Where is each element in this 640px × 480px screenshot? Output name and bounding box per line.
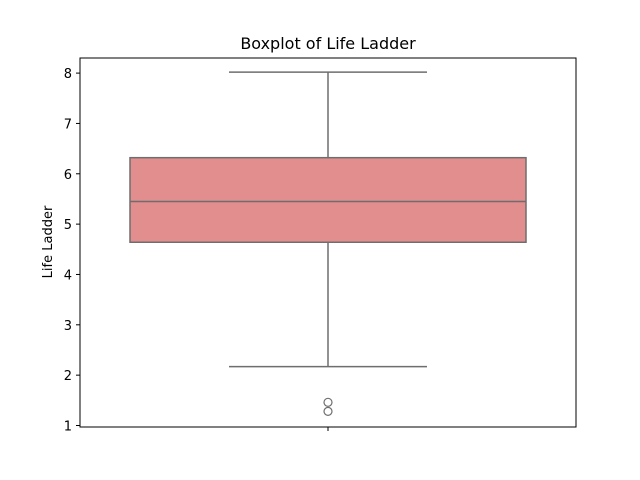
outlier-point (323, 397, 333, 407)
y-axis-label: Life Ladder (41, 205, 56, 278)
plot-area (129, 71, 527, 416)
y-tick-label: 4 (64, 268, 72, 283)
chart-title: Boxplot of Life Ladder (240, 34, 416, 53)
y-tick-label: 5 (64, 218, 72, 233)
iqr-box (129, 156, 527, 243)
outlier-point (323, 406, 333, 416)
y-tick-label: 1 (64, 419, 72, 434)
y-tick-label: 7 (64, 117, 72, 132)
y-axis: 1 2 3 4 5 6 7 8 (64, 67, 80, 434)
y-tick-label: 8 (64, 67, 72, 82)
y-tick-label: 6 (64, 168, 72, 183)
y-tick-label: 3 (64, 319, 72, 334)
axes-frame (79, 57, 577, 428)
y-tick-label: 2 (64, 369, 72, 384)
